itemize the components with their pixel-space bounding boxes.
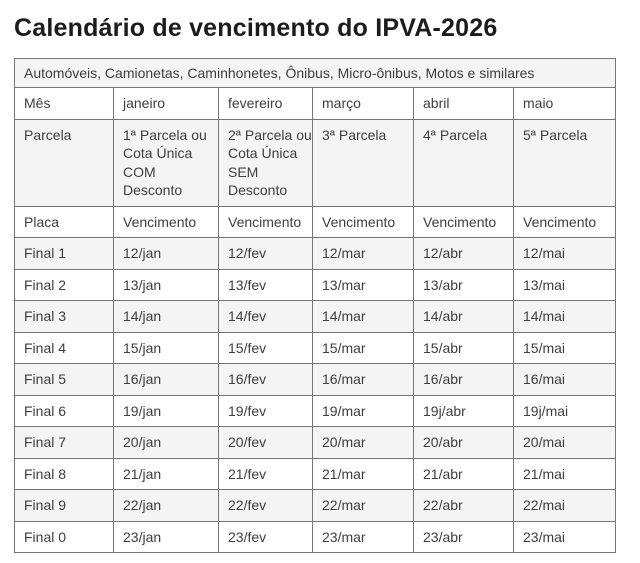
cell-final-9-col5: 22/mai [512,489,617,522]
cell-final-7-col3: 20/mar [312,426,414,459]
cell-mes-col1: janeiro [113,87,219,120]
cell-final-2-col1: 13/jan [113,268,219,302]
cell-final-0-col2: 23/fev [218,520,313,553]
ipva-calendar-table: Automóveis, Camionetas, Caminhonetes, Ôn… [13,57,617,553]
cell-final-7-col2: 20/fev [218,426,313,459]
cell-final-2-col4: 13/abr [413,268,514,302]
row-label-final-6: Final 6 [14,394,114,428]
cell-final-0-col1: 23/jan [113,520,219,553]
cell-final-8-col1: 21/jan [113,457,219,491]
cell-final-1-col2: 12/fev [218,237,313,270]
cell-final-8-col4: 21/abr [413,457,514,491]
cell-final-6-col3: 19/mar [312,394,414,428]
row-label-mes: Mês [14,87,114,120]
table-row-placa: Placa Vencimento Vencimento Vencimento Venci… [14,205,617,239]
cell-final-5-col3: 16/mar [312,363,414,396]
row-label-placa: Placa [14,205,114,239]
cell-final-9-col1: 22/jan [113,489,219,522]
cell-final-7-col5: 20/mai [512,426,617,459]
cell-mes-col4: abril [413,87,514,120]
cell-final-4-col2: 15/fev [218,331,313,365]
cell-final-0-col5: 23/mai [512,520,617,553]
table-row-parcela: Parcela 1ª Parcela ou Cota Única COM Desc… [14,118,617,207]
row-label-parcela: Parcela [14,118,114,207]
row-label-final-8: Final 8 [14,457,114,491]
row-label-final-0: Final 0 [14,520,114,553]
cell-parcela-col1: 1ª Parcela ou Cota Única COM Desconto [113,118,219,207]
row-label-final-3: Final 3 [14,300,114,333]
cell-final-3-col3: 14/mar [312,300,414,333]
cell-placa-col5: Vencimento [512,205,617,239]
cell-final-3-col1: 14/jan [113,300,219,333]
row-label-final-4: Final 4 [14,331,114,365]
row-label-final-7: Final 7 [14,426,114,459]
cell-final-7-col4: 20/abr [413,426,514,459]
cell-final-5-col4: 16/abr [413,363,514,396]
cell-final-4-col5: 15/mai [512,331,617,365]
cell-final-1-col1: 12/jan [113,237,219,270]
table-row-final-0: Final 0 23/jan 23/fev 23/mar 23/abr 23/mai [14,520,617,553]
ipva-calendar-table-body: Automóveis, Camionetas, Caminhonetes, Ôn… [13,57,617,553]
table-row-final-1: Final 1 12/jan 12/fev 12/mar 12/abr 12/mai [14,237,617,270]
row-label-final-5: Final 5 [14,363,114,396]
cell-final-5-col5: 16/mai [512,363,617,396]
vehicle-types-caption: Automóveis, Camionetas, Caminhonetes, Ôn… [13,57,617,89]
table-row-final-4: Final 4 15/jan 15/fev 15/mar 15/abr 15/mai [14,331,617,365]
table-row-final-7: Final 7 20/jan 20/fev 20/mar 20/abr 20/mai [14,426,617,459]
table-row-mes: Mês janeiro fevereiro março abril maio [14,87,617,120]
cell-final-3-col5: 14/mai [512,300,617,333]
cell-parcela-col3: 3ª Parcela [312,118,414,207]
cell-final-6-col4: 19j/abr [413,394,514,428]
cell-parcela-col2: 2ª Parcela ou Cota Única SEM Desconto [218,118,313,207]
cell-placa-col4: Vencimento [413,205,514,239]
cell-final-4-col4: 15/abr [413,331,514,365]
cell-placa-col1: Vencimento [113,205,219,239]
table-row-final-6: Final 6 19/jan 19/fev 19/mar 19j/abr 19j/mai [14,394,617,428]
cell-final-8-col3: 21/mar [312,457,414,491]
cell-final-3-col2: 14/fev [218,300,313,333]
cell-final-6-col2: 19/fev [218,394,313,428]
cell-final-6-col1: 19/jan [113,394,219,428]
table-row-final-9: Final 9 22/jan 22/fev 22/mar 22/abr 22/mai [14,489,617,522]
cell-final-8-col2: 21/fev [218,457,313,491]
row-label-final-9: Final 9 [14,489,114,522]
cell-final-6-col5: 19j/mai [512,394,617,428]
cell-final-4-col3: 15/mar [312,331,414,365]
cell-final-9-col4: 22/abr [413,489,514,522]
cell-final-5-col2: 16/fev [218,363,313,396]
cell-final-3-col4: 14/abr [413,300,514,333]
cell-mes-col5: maio [512,87,617,120]
cell-final-1-col4: 12/abr [413,237,514,270]
cell-parcela-col5: 5ª Parcela [512,118,617,207]
cell-final-5-col1: 16/jan [113,363,219,396]
cell-parcela-col4: 4ª Parcela [413,118,514,207]
cell-final-7-col1: 20/jan [113,426,219,459]
table-row-final-5: Final 5 16/jan 16/fev 16/mar 16/abr 16/mai [14,363,617,396]
cell-placa-col3: Vencimento [312,205,414,239]
cell-final-0-col3: 23/mar [312,520,414,553]
cell-final-2-col5: 13/mai [512,268,617,302]
row-label-final-2: Final 2 [14,268,114,302]
cell-final-9-col2: 22/fev [218,489,313,522]
cell-mes-col3: março [312,87,414,120]
cell-final-2-col2: 13/fev [218,268,313,302]
cell-final-9-col3: 22/mar [312,489,414,522]
cell-final-1-col5: 12/mai [512,237,617,270]
table-row-final-3: Final 3 14/jan 14/fev 14/mar 14/abr 14/mai [14,300,617,333]
table-row-final-2: Final 2 13/jan 13/fev 13/mar 13/abr 13/mai [14,268,617,302]
cell-final-2-col3: 13/mar [312,268,414,302]
cell-placa-col2: Vencimento [218,205,313,239]
cell-final-0-col4: 23/abr [413,520,514,553]
cell-final-4-col1: 15/jan [113,331,219,365]
cell-mes-col2: fevereiro [218,87,313,120]
vehicle-types-row: Automóveis, Camionetas, Caminhonetes, Ôn… [13,57,617,89]
row-label-final-1: Final 1 [14,237,114,270]
table-row-final-8: Final 8 21/jan 21/fev 21/mar 21/abr 21/mai [14,457,617,491]
cell-final-1-col3: 12/mar [312,237,414,270]
page-title: Calendário de vencimento do IPVA-2026 [14,14,498,42]
cell-final-8-col5: 21/mai [512,457,617,491]
